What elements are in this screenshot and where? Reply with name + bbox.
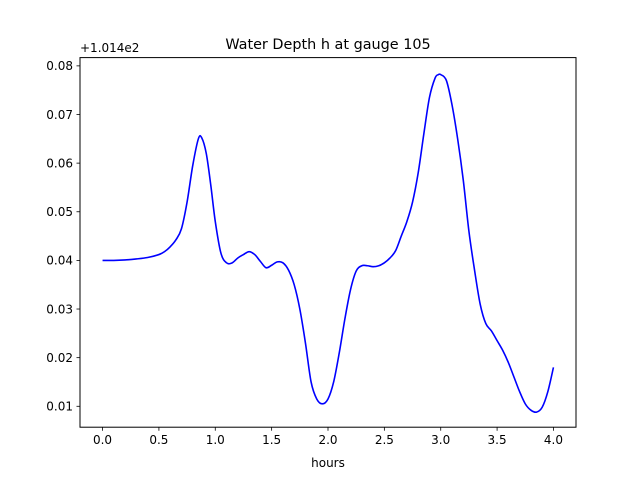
y-tick-label: 0.01 xyxy=(46,400,73,414)
y-tick-label: 0.05 xyxy=(46,205,73,219)
x-tick-label: 3.5 xyxy=(488,433,507,447)
x-tick-label: 2.0 xyxy=(318,433,337,447)
y-tick-label: 0.04 xyxy=(46,254,73,268)
x-tick-label: 4.0 xyxy=(544,433,563,447)
chart-title: Water Depth h at gauge 105 xyxy=(225,37,430,53)
y-tick-label: 0.03 xyxy=(46,302,73,316)
x-tick-label: 0.0 xyxy=(93,433,112,447)
x-tick-label: 1.0 xyxy=(206,433,225,447)
axes-frame xyxy=(79,57,577,428)
y-axis-ticks: 0.01 0.02 0.03 0.04 0.05 0.06 0.07 0.08 xyxy=(46,59,80,414)
x-axis-ticks: 0.0 0.5 1.0 1.5 2.0 2.5 3.0 3.5 4.0 xyxy=(93,427,563,447)
plot-area xyxy=(102,73,555,414)
y-tick-label: 0.06 xyxy=(46,156,73,170)
x-tick-label: 2.5 xyxy=(375,433,394,447)
x-tick-label: 0.5 xyxy=(149,433,168,447)
x-tick-label: 3.0 xyxy=(431,433,450,447)
series-line xyxy=(102,73,555,414)
y-tick-label: 0.07 xyxy=(46,108,73,122)
y-offset-label: +1.014e2 xyxy=(80,41,139,55)
x-tick-label: 1.5 xyxy=(262,433,281,447)
y-tick-label: 0.08 xyxy=(46,59,73,73)
y-tick-label: 0.02 xyxy=(46,351,73,365)
x-axis-label: hours xyxy=(311,456,345,470)
